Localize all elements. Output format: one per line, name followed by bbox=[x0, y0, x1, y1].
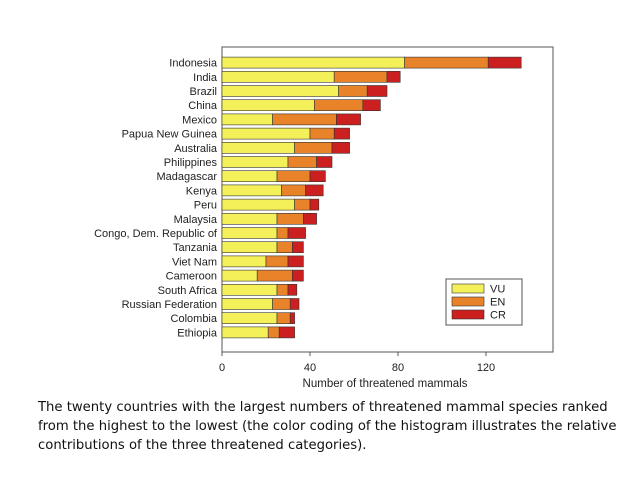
bar-cr-3 bbox=[362, 99, 381, 111]
bar-en-0 bbox=[404, 56, 489, 69]
bar-en-6 bbox=[294, 142, 333, 154]
bar-en-13 bbox=[276, 241, 293, 253]
bar-vu-1 bbox=[221, 71, 335, 83]
category-labels: Indonesia India Brazil China Mexico Papua New… bbox=[94, 58, 218, 340]
bar-cr-18 bbox=[289, 312, 295, 325]
category-label: Madagascar bbox=[156, 171, 217, 183]
bar-en-15 bbox=[256, 269, 293, 282]
category-label: Indonesia bbox=[169, 58, 218, 70]
bar-cr-13 bbox=[292, 241, 304, 253]
bar-cr-9 bbox=[305, 184, 324, 197]
bar-en-12 bbox=[276, 227, 289, 239]
category-label: Ethiopia bbox=[177, 327, 218, 339]
bar-cr-0 bbox=[487, 56, 522, 69]
bar-vu-17 bbox=[221, 298, 273, 310]
category-label: Brazil bbox=[189, 86, 217, 98]
bar-vu-5 bbox=[221, 127, 311, 140]
category-label: India bbox=[193, 72, 218, 84]
bar-cr-5 bbox=[333, 127, 350, 140]
bar-vu-19 bbox=[221, 326, 269, 339]
bar-en-19 bbox=[267, 326, 280, 339]
bar-en-3 bbox=[314, 99, 364, 111]
bar-en-5 bbox=[309, 127, 335, 140]
bar-cr-7 bbox=[316, 156, 333, 168]
bar-vu-4 bbox=[221, 113, 273, 126]
bar-en-2 bbox=[338, 85, 368, 97]
bar-cr-8 bbox=[309, 170, 326, 182]
bar-en-8 bbox=[276, 170, 311, 182]
category-label: Peru bbox=[194, 200, 217, 212]
bar-cr-19 bbox=[278, 326, 295, 339]
bar-cr-15 bbox=[292, 269, 304, 282]
category-label: Colombia bbox=[171, 313, 218, 325]
category-label: Cameroon bbox=[166, 271, 217, 283]
bar-en-11 bbox=[276, 213, 304, 225]
bar-cr-12 bbox=[287, 227, 306, 239]
bar-vu-10 bbox=[221, 198, 295, 211]
x-tick-label: 0 bbox=[219, 362, 225, 374]
bars-group bbox=[221, 56, 522, 339]
bar-cr-2 bbox=[366, 85, 388, 97]
category-label: South Africa bbox=[158, 285, 218, 297]
category-label: Philippines bbox=[164, 157, 218, 169]
bar-vu-0 bbox=[221, 56, 405, 69]
bar-vu-2 bbox=[221, 85, 339, 97]
bar-vu-8 bbox=[221, 170, 278, 182]
bar-en-9 bbox=[281, 184, 306, 197]
x-tick-label: 120 bbox=[477, 362, 495, 374]
bar-en-17 bbox=[272, 298, 291, 310]
bar-vu-3 bbox=[221, 99, 315, 111]
bar-en-16 bbox=[276, 283, 289, 296]
category-label: Malaysia bbox=[174, 214, 218, 226]
legend-swatch-vu bbox=[451, 283, 485, 294]
bar-vu-18 bbox=[221, 312, 278, 325]
bar-en-4 bbox=[272, 113, 337, 126]
category-label: Kenya bbox=[186, 185, 218, 197]
bar-en-7 bbox=[287, 156, 317, 168]
category-label: Congo, Dem. Republic of bbox=[94, 228, 218, 240]
legend-swatch-en bbox=[451, 296, 485, 307]
bar-vu-7 bbox=[221, 156, 289, 168]
bar-en-14 bbox=[265, 255, 289, 268]
bar-vu-11 bbox=[221, 213, 278, 225]
category-label: Tanzania bbox=[173, 242, 218, 254]
legend-label-cr: CR bbox=[490, 310, 506, 322]
category-label: Papua New Guinea bbox=[122, 129, 218, 141]
bar-cr-16 bbox=[287, 283, 298, 296]
x-tick-label: 40 bbox=[304, 362, 316, 374]
x-axis-ticks: 0 40 80 120 bbox=[219, 352, 495, 374]
bar-vu-15 bbox=[221, 269, 258, 282]
bar-vu-6 bbox=[221, 142, 295, 154]
bar-vu-16 bbox=[221, 283, 278, 296]
bar-en-1 bbox=[333, 71, 388, 83]
bar-cr-17 bbox=[289, 298, 300, 310]
bar-cr-11 bbox=[303, 213, 317, 225]
bar-vu-14 bbox=[221, 255, 267, 268]
figure-caption: The twenty countries with the largest nu… bbox=[38, 400, 617, 453]
category-label: China bbox=[188, 100, 218, 112]
legend-swatch-cr bbox=[451, 309, 485, 320]
bar-en-10 bbox=[294, 198, 311, 211]
bar-cr-4 bbox=[336, 113, 361, 126]
legend-label-vu: VU bbox=[490, 284, 505, 296]
x-axis-label: Number of threatened mammals bbox=[303, 378, 468, 390]
bar-vu-9 bbox=[221, 184, 282, 197]
bar-cr-10 bbox=[309, 198, 320, 211]
bar-cr-6 bbox=[331, 142, 350, 154]
legend-label-en: EN bbox=[490, 297, 505, 309]
category-label: Russian Federation bbox=[122, 299, 217, 311]
category-label: Mexico bbox=[182, 114, 217, 126]
bar-cr-14 bbox=[287, 255, 304, 268]
bar-vu-12 bbox=[221, 227, 278, 239]
bar-en-18 bbox=[276, 312, 291, 325]
x-tick-label: 80 bbox=[392, 362, 404, 374]
category-label: Australia bbox=[174, 143, 218, 155]
bar-cr-1 bbox=[386, 71, 401, 83]
threatened-mammals-chart: Indonesia India Brazil China Mexico Papua New… bbox=[94, 46, 554, 390]
bar-vu-13 bbox=[221, 241, 278, 253]
category-label: Viet Nam bbox=[172, 256, 217, 268]
